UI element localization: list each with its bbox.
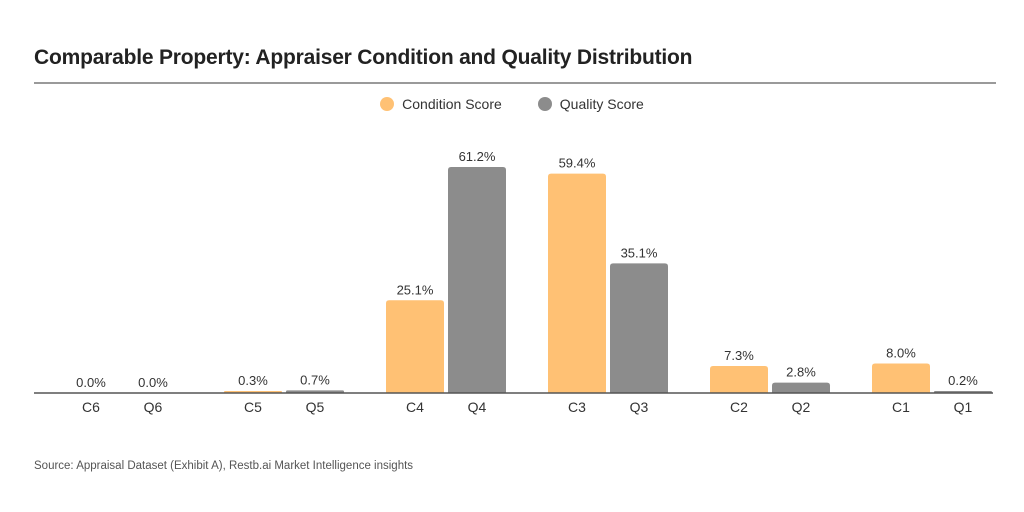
data-label-c4: 25.1% — [397, 282, 434, 297]
legend-label-condition: Condition Score — [402, 96, 502, 112]
tick-label-c6: C6 — [82, 399, 100, 415]
data-label-c1: 8.0% — [886, 345, 916, 360]
tick-label-q6: Q6 — [144, 399, 163, 415]
tick-label-q5: Q5 — [306, 399, 325, 415]
tick-label-c3: C3 — [568, 399, 586, 415]
legend-swatch-condition — [380, 97, 395, 111]
data-label-c5: 0.3% — [238, 373, 268, 388]
data-label-c3: 59.4% — [559, 156, 596, 171]
data-label-q3: 35.1% — [621, 245, 658, 260]
bar-c3 — [548, 173, 606, 393]
tick-label-c2: C2 — [730, 399, 748, 415]
legend-label-quality: Quality Score — [559, 96, 644, 112]
legend-swatch-quality — [537, 97, 552, 111]
tick-label-c5: C5 — [244, 399, 262, 415]
bar-c4 — [386, 300, 444, 393]
title-divider — [34, 82, 996, 84]
data-label-q6: 0.0% — [138, 375, 168, 390]
chart-title: Comparable Property: Appraiser Condition… — [34, 46, 693, 69]
tick-label-q4: Q4 — [468, 399, 487, 415]
tick-label-c4: C4 — [406, 399, 424, 415]
source-note: Source: Appraisal Dataset (Exhibit A), R… — [34, 460, 414, 472]
data-label-q4: 61.2% — [459, 149, 496, 164]
tick-label-q2: Q2 — [792, 399, 811, 415]
bar-q2 — [772, 382, 830, 393]
data-label-q2: 2.8% — [786, 365, 816, 380]
tick-label-q1: Q1 — [954, 399, 973, 415]
bar-c2 — [710, 366, 768, 393]
bar-q3 — [610, 263, 668, 393]
bar-c1 — [872, 363, 930, 393]
data-label-q1: 0.2% — [948, 373, 978, 388]
bar-q4 — [448, 167, 506, 393]
chart-legend: Condition Score Quality Score — [0, 96, 1024, 112]
bar-chart: 0.0% C6 0.3% C5 25.1% C4 59.4% C3 7.3% C2 8.0% C1 0.… — [34, 149, 993, 415]
legend-item-quality: Quality Score — [537, 96, 644, 112]
tick-label-q3: Q3 — [630, 399, 649, 415]
data-label-c2: 7.3% — [724, 348, 754, 363]
legend-item-condition: Condition Score — [380, 96, 502, 112]
tick-label-c1: C1 — [892, 399, 910, 415]
data-label-q5: 0.7% — [300, 372, 330, 387]
data-label-c6: 0.0% — [76, 375, 106, 390]
